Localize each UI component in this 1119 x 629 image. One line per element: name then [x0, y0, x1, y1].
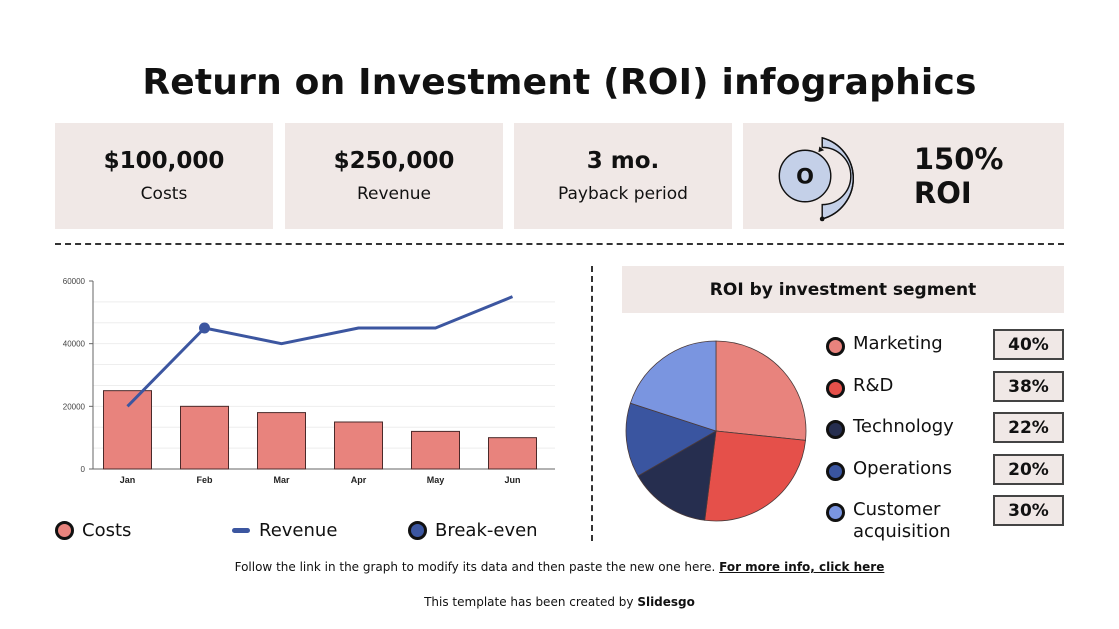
segment-percent: 38%	[993, 371, 1064, 402]
legend-revenue: Revenue	[232, 520, 337, 541]
svg-text:60000: 60000	[63, 277, 86, 286]
stat-value: $100,000	[103, 148, 225, 174]
segment-row: Customer acquisition	[826, 499, 1003, 543]
footer-credit: This template has been created by Slides…	[424, 595, 695, 609]
segment-row: R&D	[826, 375, 1003, 398]
circle-marker-icon	[826, 420, 845, 439]
vertical-divider	[591, 266, 593, 541]
roi-value: 150% ROI	[913, 142, 1004, 210]
stat-label: Revenue	[356, 184, 432, 204]
more-info-link[interactable]: For more info, click here	[719, 560, 885, 574]
stat-card-costs: $100,000 Costs	[55, 123, 273, 229]
svg-text:Feb: Feb	[196, 475, 213, 485]
segments-header: ROI by investment segment	[622, 266, 1064, 313]
svg-text:Jun: Jun	[504, 475, 520, 485]
legend-break-even: Break-even	[408, 520, 538, 541]
circle-marker-icon	[55, 521, 74, 540]
segment-percent: 22%	[993, 412, 1064, 443]
pie-slice	[704, 430, 806, 522]
stat-card-revenue: $250,000 Revenue	[285, 123, 503, 229]
segment-label: R&D	[853, 375, 894, 396]
legend-label: Costs	[82, 520, 132, 541]
line-marker-icon	[232, 528, 250, 533]
pie-slice	[629, 340, 717, 432]
segment-row: Operations	[826, 458, 1003, 481]
segment-row: Marketing	[826, 333, 1003, 356]
segment-label: Technology	[853, 416, 954, 437]
page-title: Return on Investment (ROI) infographics	[142, 62, 977, 103]
svg-text:0: 0	[81, 465, 86, 474]
stat-label: Costs	[140, 184, 188, 204]
segment-percent: 20%	[993, 454, 1064, 485]
circular-arrow-coin-icon: O	[778, 136, 854, 222]
roi-pie-chart	[625, 340, 807, 522]
svg-text:May: May	[427, 475, 445, 485]
costs-revenue-chart: 0 20000 40000 60000 Jan Feb Mar Apr May Jun	[63, 277, 555, 485]
circle-marker-icon	[826, 337, 845, 356]
segment-label: Marketing	[853, 333, 943, 354]
roi-card: O 150% ROI	[743, 123, 1064, 229]
brand-name: Slidesgo	[637, 595, 695, 609]
segment-row: Technology	[826, 416, 1003, 439]
legend-label: Break-even	[435, 520, 538, 541]
svg-text:O: O	[796, 165, 814, 189]
svg-text:Apr: Apr	[351, 475, 367, 485]
stat-label: Payback period	[558, 184, 688, 204]
circle-marker-icon	[826, 379, 845, 398]
stat-card-payback: 3 mo. Payback period	[514, 123, 732, 229]
segment-percent: 30%	[993, 495, 1064, 526]
svg-text:Jan: Jan	[120, 475, 136, 485]
segment-percent: 40%	[993, 329, 1064, 360]
stat-value: 3 mo.	[586, 148, 660, 174]
legend-label: Revenue	[259, 520, 338, 541]
circle-marker-icon	[408, 521, 427, 540]
segment-label: Operations	[853, 458, 952, 479]
segment-label: Customer acquisition	[853, 499, 951, 542]
circle-marker-icon	[826, 462, 845, 481]
pie-slice	[637, 430, 717, 521]
pie-slice	[625, 402, 717, 477]
footer-instructions: Follow the link in the graph to modify i…	[234, 560, 885, 574]
svg-text:Mar: Mar	[273, 475, 290, 485]
stat-value: $250,000	[333, 148, 455, 174]
svg-text:40000: 40000	[63, 340, 86, 349]
horizontal-divider	[55, 243, 1064, 245]
circle-marker-icon	[826, 503, 845, 522]
legend-costs: Costs	[55, 520, 131, 541]
svg-text:20000: 20000	[63, 402, 86, 411]
pie-slice	[715, 340, 807, 441]
